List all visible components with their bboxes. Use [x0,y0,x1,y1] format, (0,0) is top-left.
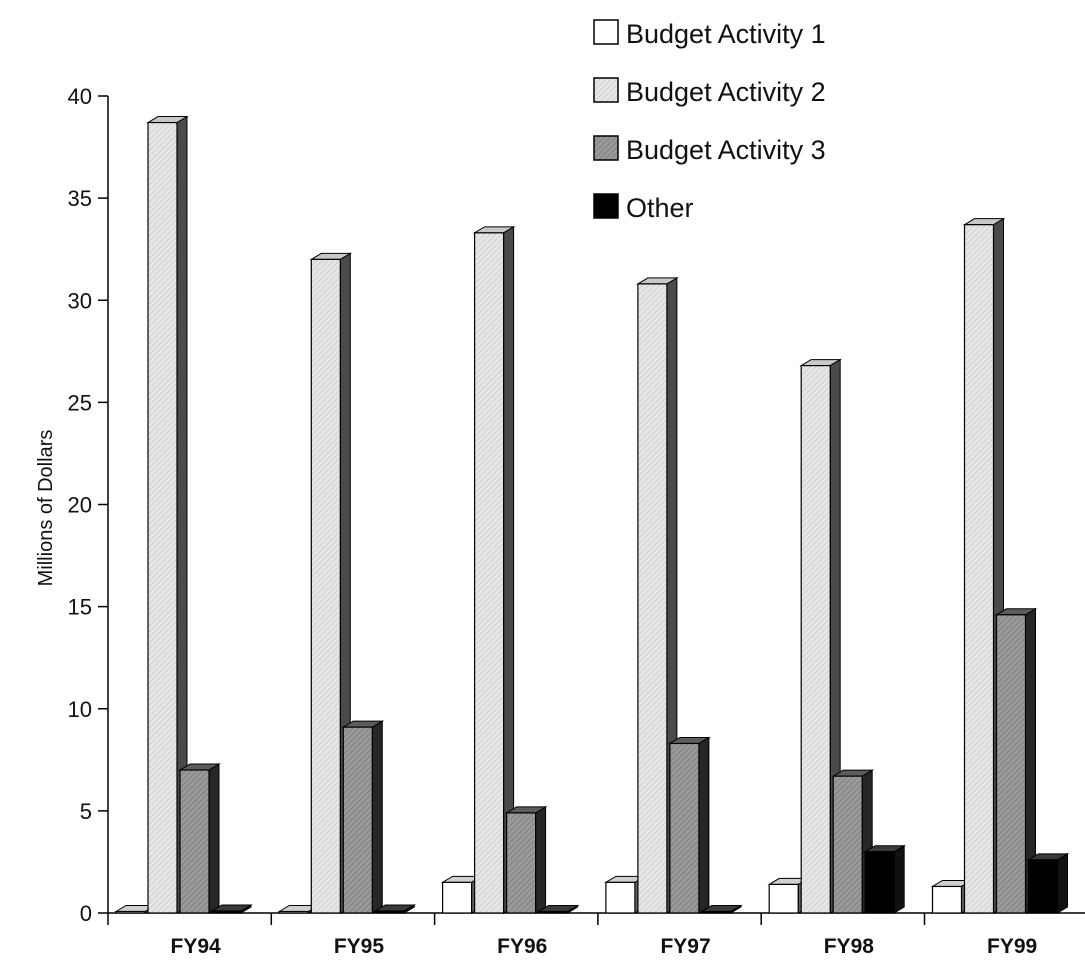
bar-front [147,121,178,914]
y-tick-label: 15 [68,595,92,620]
bar [668,736,711,914]
legend-item: Other [593,193,694,223]
bar [146,115,189,914]
bar-front [179,769,210,914]
y-tick-label: 10 [68,697,92,722]
bar-front [637,283,668,914]
bar-front [701,910,732,914]
bar-side [1057,853,1068,914]
x-axis: FY94 FY95 FY96 FY97 FY98 FY99 [107,912,1085,958]
bar-front [800,365,831,914]
bar-side [371,720,383,914]
bar-side [208,763,220,914]
legend-swatch [593,135,619,161]
bar [210,904,253,914]
bar [472,225,516,914]
bar [863,844,907,914]
bar-front [605,881,636,914]
legend-item: Budget Activity 1 [593,19,826,49]
bar-front [278,910,309,914]
bars-group [114,115,1070,914]
bar [341,720,385,914]
bar-front [537,910,569,914]
bar-front [832,775,863,914]
bar-front [442,881,473,914]
bar-front [995,614,1027,914]
legend-label: Other [626,193,694,223]
bar-front [474,232,505,914]
legend-swatch [593,77,619,103]
bar-front [211,910,242,914]
bar [799,358,843,914]
legend: Budget Activity 1 Budget Activity 2 Budget… [593,19,826,223]
bar-front [506,812,537,914]
bar [178,763,221,914]
legend-label: Budget Activity 3 [626,135,826,165]
legend-swatch [593,19,619,45]
legend-label: Budget Activity 1 [626,19,826,49]
bar-front [669,742,700,914]
bar-side [535,806,547,914]
y-tick-label: 30 [68,288,92,313]
bar-front [768,883,799,914]
y-tick-label: 35 [68,186,92,211]
bar [504,806,548,914]
bar-front [864,851,895,914]
legend-item: Budget Activity 3 [593,135,826,165]
x-tick-label: FY97 [660,935,710,958]
bar [700,904,743,914]
x-tick-label: FY95 [334,935,385,958]
y-tick-label: 0 [80,901,92,926]
y-axis-title: Millions of Dollars [35,430,57,587]
bar [536,904,580,914]
bar-front [963,224,995,914]
x-tick-label: FY99 [987,935,1037,958]
x-tick-label: FY94 [171,935,222,958]
bar-side [893,844,905,914]
y-tick-label: 20 [68,493,92,518]
y-tick-label: 5 [80,799,92,824]
bar [1026,853,1070,914]
bar-front [310,258,341,914]
y-tick-label: 25 [68,390,92,415]
bar-front [374,910,405,914]
bar-front [115,910,146,914]
bar-front [1027,859,1059,914]
bar-front [342,726,373,914]
legend-swatch [593,193,619,219]
bar-front [931,885,963,914]
bar [373,904,417,914]
legend-item: Budget Activity 2 [593,77,826,107]
bar-side [698,736,710,914]
legend-label: Budget Activity 2 [626,77,826,107]
x-tick-label: FY98 [824,935,875,958]
x-tick-label: FY96 [497,935,547,958]
y-tick-label: 40 [68,84,92,109]
y-axis: 0 5 10 15 20 25 30 35 40 [68,84,109,926]
bar [994,607,1038,914]
